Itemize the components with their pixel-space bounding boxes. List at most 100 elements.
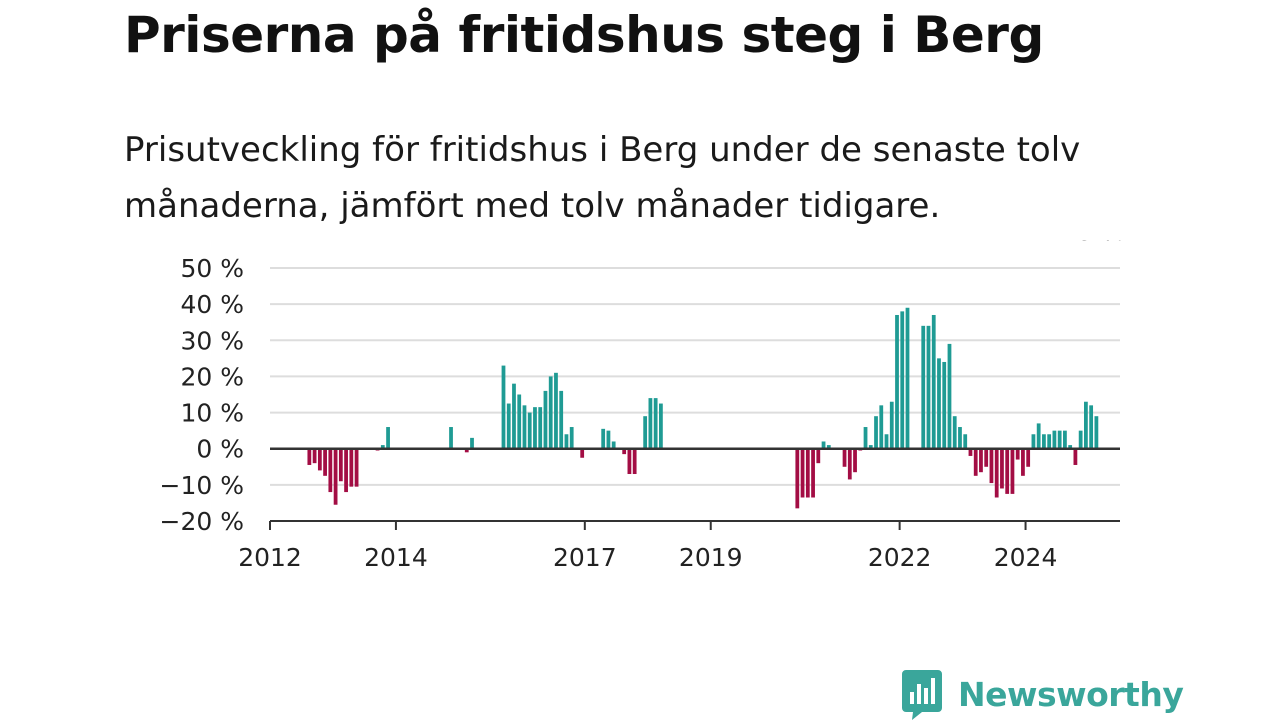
bar bbox=[958, 427, 962, 449]
bar bbox=[580, 448, 585, 458]
bar bbox=[1000, 448, 1004, 489]
bar bbox=[1052, 430, 1057, 449]
bar bbox=[952, 416, 957, 449]
bars bbox=[307, 307, 1099, 509]
bar bbox=[307, 448, 312, 465]
y-tick-label: 40 % bbox=[180, 290, 244, 319]
y-tick-label: 50 % bbox=[180, 254, 244, 283]
bar bbox=[527, 412, 532, 449]
bar bbox=[1031, 434, 1036, 449]
bar bbox=[627, 448, 632, 475]
gridlines bbox=[270, 267, 1120, 486]
bar bbox=[659, 403, 663, 449]
bar bbox=[979, 448, 983, 473]
bar bbox=[821, 441, 826, 449]
bar bbox=[963, 434, 968, 449]
bar bbox=[1084, 401, 1088, 449]
bar bbox=[1068, 445, 1073, 449]
chart-title: Priserna på fritidshus steg i Berg bbox=[124, 6, 1044, 64]
bar bbox=[1042, 434, 1046, 449]
x-tick-label: 2017 bbox=[553, 543, 617, 572]
bar bbox=[889, 401, 894, 449]
bar bbox=[317, 448, 322, 471]
bar bbox=[1047, 434, 1052, 449]
bar bbox=[1073, 448, 1078, 465]
bar bbox=[333, 448, 338, 505]
bar bbox=[895, 314, 899, 449]
newsworthy-chart-bubble-icon bbox=[902, 670, 942, 720]
bar bbox=[926, 325, 931, 449]
y-tick-label: −20 % bbox=[160, 507, 244, 536]
bar bbox=[512, 383, 516, 449]
bar bbox=[1021, 448, 1025, 476]
bar bbox=[863, 427, 868, 449]
bar bbox=[622, 448, 627, 455]
bar bbox=[648, 398, 653, 449]
x-tick-label: 2022 bbox=[868, 543, 932, 572]
bar bbox=[554, 372, 558, 449]
bar bbox=[601, 428, 606, 449]
bar bbox=[522, 405, 527, 449]
bar bbox=[826, 445, 831, 449]
bar bbox=[606, 430, 611, 449]
bar bbox=[868, 445, 873, 449]
bar bbox=[1057, 430, 1062, 449]
y-tick-label: 10 % bbox=[180, 399, 244, 428]
bar bbox=[973, 448, 978, 476]
bar bbox=[1036, 423, 1041, 449]
bar bbox=[921, 325, 926, 449]
bar bbox=[328, 448, 333, 493]
y-tick-label: 0 % bbox=[196, 435, 244, 464]
bar bbox=[323, 448, 327, 476]
bar bbox=[994, 448, 999, 498]
y-tick-label: 30 % bbox=[180, 326, 244, 355]
bar bbox=[816, 448, 821, 464]
y-axis-labels: −20 % −10 % 0 % 10 % 20 % 30 % 40 % 50 % bbox=[160, 254, 244, 536]
bar bbox=[984, 448, 989, 467]
bar bbox=[1026, 448, 1031, 467]
bar bbox=[937, 358, 941, 449]
bar bbox=[795, 448, 800, 509]
bar bbox=[1005, 448, 1010, 494]
bar bbox=[538, 407, 543, 449]
bar bbox=[632, 448, 637, 475]
bar bbox=[905, 307, 910, 449]
bar bbox=[470, 437, 474, 449]
bar bbox=[1063, 430, 1067, 449]
bar bbox=[1078, 430, 1083, 449]
x-axis-labels: 2012 2014 2017 2019 2022 2024 bbox=[238, 521, 1057, 572]
bar bbox=[653, 398, 658, 449]
y-tick-label: −10 % bbox=[160, 471, 244, 500]
bar bbox=[464, 448, 469, 453]
bar bbox=[517, 394, 522, 449]
bar bbox=[354, 448, 359, 487]
bar bbox=[800, 448, 805, 498]
bar bbox=[338, 448, 343, 482]
bar bbox=[344, 448, 348, 493]
bar bbox=[449, 427, 453, 449]
bar bbox=[564, 434, 569, 449]
brand-name: Newsworthy bbox=[958, 675, 1184, 714]
bar bbox=[501, 365, 506, 449]
bar bbox=[811, 448, 815, 498]
bar bbox=[386, 427, 390, 449]
x-tick-label: 2019 bbox=[679, 543, 743, 572]
bar bbox=[931, 314, 936, 449]
bar bbox=[506, 403, 511, 449]
bar bbox=[968, 448, 973, 456]
newsworthy-logo: Newsworthy bbox=[902, 670, 1184, 720]
x-tick-label: 2024 bbox=[994, 543, 1058, 572]
x-tick-label: 2012 bbox=[238, 543, 302, 572]
bar bbox=[569, 427, 574, 449]
bar bbox=[853, 448, 857, 473]
bar bbox=[879, 405, 884, 449]
bar bbox=[942, 361, 947, 449]
bar bbox=[847, 448, 852, 480]
x-axis bbox=[270, 447, 1120, 522]
bar bbox=[1089, 405, 1094, 449]
annotations: 9 % bbox=[1078, 240, 1126, 246]
bar bbox=[548, 376, 553, 449]
bar bbox=[380, 445, 385, 449]
bar bbox=[1010, 448, 1015, 494]
bar bbox=[1094, 416, 1099, 449]
